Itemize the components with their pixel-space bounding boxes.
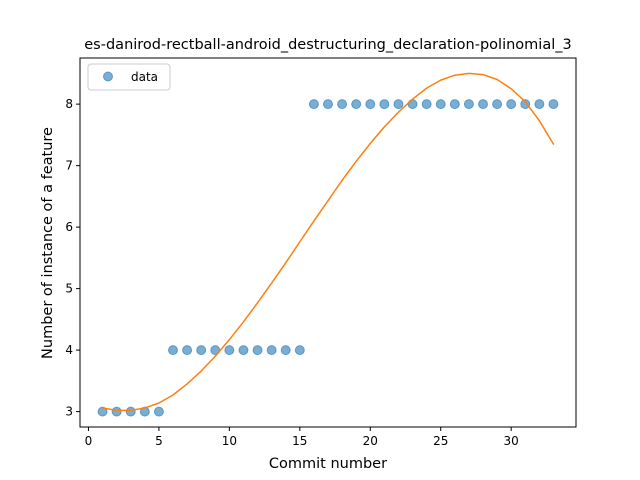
data-point <box>197 346 206 355</box>
legend-label-data: data <box>131 70 158 84</box>
data-point <box>408 100 417 109</box>
x-tick-label: 20 <box>363 434 378 448</box>
y-tick-label: 8 <box>65 97 73 111</box>
data-point <box>535 100 544 109</box>
data-point <box>267 346 276 355</box>
data-point <box>380 100 389 109</box>
y-tick-label: 7 <box>65 159 73 173</box>
data-point <box>295 346 304 355</box>
x-tick-label: 30 <box>504 434 519 448</box>
y-tick-label: 4 <box>65 343 73 357</box>
data-point <box>253 346 262 355</box>
x-tick-label: 0 <box>85 434 93 448</box>
data-point <box>436 100 445 109</box>
data-point <box>464 100 473 109</box>
y-tick-label: 5 <box>65 282 73 296</box>
data-point <box>549 100 558 109</box>
data-point <box>450 100 459 109</box>
data-point <box>154 407 163 416</box>
data-point <box>281 346 290 355</box>
y-tick-label: 6 <box>65 220 73 234</box>
data-point <box>183 346 192 355</box>
data-point <box>394 100 403 109</box>
data-point <box>309 100 318 109</box>
data-point <box>338 100 347 109</box>
x-tick-label: 5 <box>155 434 163 448</box>
data-point <box>126 407 135 416</box>
legend: data <box>88 64 170 90</box>
data-point <box>169 346 178 355</box>
x-tick-label: 25 <box>433 434 448 448</box>
x-tick-label: 15 <box>292 434 307 448</box>
data-point <box>239 346 248 355</box>
data-point <box>352 100 361 109</box>
data-point <box>493 100 502 109</box>
data-point <box>366 100 375 109</box>
data-point <box>422 100 431 109</box>
data-point <box>324 100 333 109</box>
data-point <box>507 100 516 109</box>
chart-title: es-danirod-rectball-android_destructurin… <box>84 37 571 53</box>
data-point <box>479 100 488 109</box>
y-tick-label: 3 <box>65 405 73 419</box>
x-tick-label: 10 <box>222 434 237 448</box>
x-axis-label: Commit number <box>269 456 387 472</box>
legend-marker-data <box>104 72 113 81</box>
data-point <box>225 346 234 355</box>
y-axis-label: Number of instance of a feature <box>40 127 56 359</box>
data-point <box>112 407 121 416</box>
